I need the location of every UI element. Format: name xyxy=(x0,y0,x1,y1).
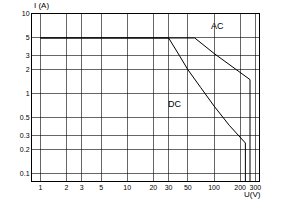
svg-text:100: 100 xyxy=(208,184,220,191)
svg-text:1: 1 xyxy=(38,184,42,191)
svg-text:300: 300 xyxy=(250,184,262,191)
svg-text:1: 1 xyxy=(26,90,30,97)
svg-text:5: 5 xyxy=(26,34,30,41)
svg-text:20: 20 xyxy=(149,184,157,191)
svg-text:50: 50 xyxy=(184,184,192,191)
svg-text:3: 3 xyxy=(26,52,30,59)
svg-text:200: 200 xyxy=(234,184,246,191)
svg-text:U(V): U(V) xyxy=(244,190,261,199)
svg-text:AC: AC xyxy=(211,21,224,31)
svg-text:2: 2 xyxy=(65,184,69,191)
svg-text:0.5: 0.5 xyxy=(20,114,30,121)
svg-text:0.3: 0.3 xyxy=(20,132,30,139)
svg-text:0.1: 0.1 xyxy=(20,170,30,177)
svg-text:10: 10 xyxy=(123,184,131,191)
svg-text:2: 2 xyxy=(26,66,30,73)
svg-text:5: 5 xyxy=(99,184,103,191)
svg-text:I (A): I (A) xyxy=(34,1,49,10)
svg-text:DC: DC xyxy=(168,99,181,109)
svg-text:3: 3 xyxy=(80,184,84,191)
svg-text:0.2: 0.2 xyxy=(20,146,30,153)
svg-text:10: 10 xyxy=(22,10,30,17)
svg-text:30: 30 xyxy=(165,184,173,191)
